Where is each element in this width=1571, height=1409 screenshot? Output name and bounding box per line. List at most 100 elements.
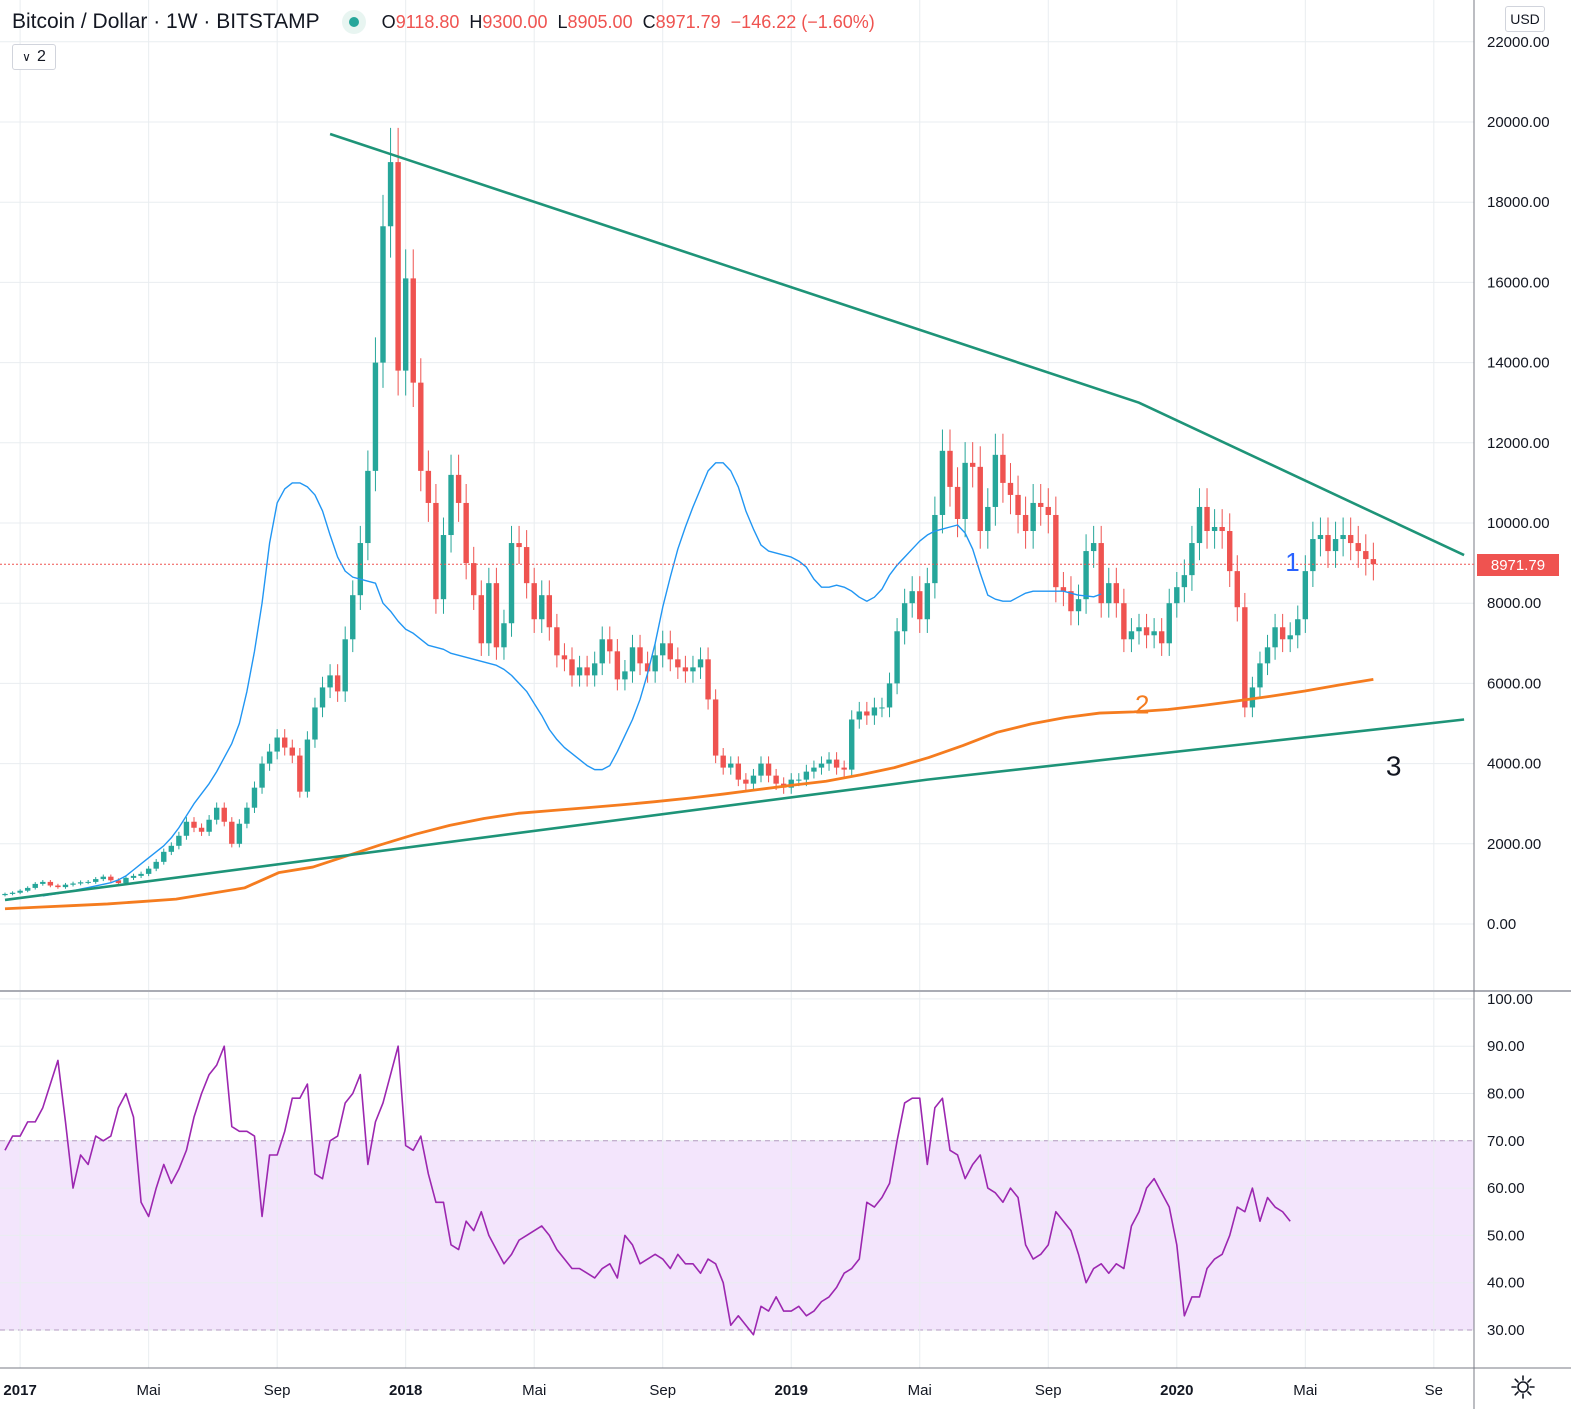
candle: [1302, 571, 1309, 620]
high-value: 9300.00: [482, 11, 548, 32]
candle: [395, 162, 401, 371]
candle: [954, 486, 961, 519]
candle: [501, 623, 507, 648]
time-tick-label: Sep: [1035, 1382, 1062, 1399]
indicator-count: 2: [36, 48, 46, 65]
candle: [947, 450, 953, 487]
candle: [1234, 571, 1240, 608]
candle: [1106, 583, 1112, 604]
rsi-tick-label: 70.00: [1487, 1133, 1525, 1150]
candle: [387, 162, 394, 227]
candle: [1211, 527, 1218, 532]
candle: [2, 893, 8, 896]
candle: [826, 759, 832, 764]
candle: [357, 543, 364, 596]
candle: [198, 827, 205, 832]
candle: [1174, 587, 1180, 604]
candle: [1166, 603, 1172, 644]
rsi-tick-label: 90.00: [1487, 1038, 1525, 1055]
candle: [463, 502, 469, 564]
candle: [508, 543, 515, 624]
candle: [728, 763, 734, 768]
candle: [932, 514, 938, 584]
candle: [743, 779, 749, 784]
candle: [773, 775, 779, 784]
candle: [259, 763, 265, 788]
gear-icon[interactable]: [1510, 1374, 1536, 1400]
candle: [433, 502, 439, 600]
rsi-line: [4, 1045, 1291, 1336]
low-label: L: [557, 11, 568, 32]
candle: [1279, 627, 1286, 640]
candle: [213, 807, 220, 820]
candle: [1143, 627, 1150, 636]
price-tick-label: 4000.00: [1487, 756, 1541, 773]
candle: [849, 719, 855, 770]
candle: [856, 711, 862, 720]
candle: [40, 881, 46, 884]
ohlc-values: O9118.80 H9300.00 L8905.00 C8971.79: [382, 12, 731, 33]
candle: [977, 466, 983, 532]
candle: [705, 659, 711, 700]
currency-button[interactable]: USD: [1505, 6, 1545, 32]
close-label: C: [642, 11, 656, 32]
indicators-toggle-button[interactable]: ∨ 2: [12, 44, 56, 70]
time-tick-label: 2019: [775, 1382, 808, 1399]
candle: [380, 226, 386, 363]
candle: [622, 671, 628, 680]
candle: [660, 643, 666, 656]
sma20-line: [42, 462, 1102, 897]
candle: [304, 739, 311, 792]
open-value: 9118.80: [395, 11, 460, 32]
low-value: 8905.00: [567, 11, 633, 32]
candle: [1121, 603, 1127, 640]
candle: [289, 747, 295, 756]
symbol-title[interactable]: Bitcoin / Dollar · 1W · BITSTAMP: [12, 10, 320, 33]
time-tick-label: Mai: [137, 1382, 161, 1399]
candle: [191, 821, 197, 828]
candle: [478, 595, 484, 644]
candle: [758, 763, 764, 776]
candle: [297, 755, 303, 792]
price-tick-label: 2000.00: [1487, 836, 1541, 853]
candle: [62, 884, 69, 888]
rsi-tick-label: 50.00: [1487, 1227, 1525, 1244]
candle: [32, 883, 38, 888]
candle: [539, 595, 545, 620]
candle: [123, 877, 129, 884]
candle: [591, 663, 598, 676]
candle: [1317, 535, 1324, 540]
candle: [1332, 539, 1339, 552]
annotation-3: 3: [1386, 751, 1402, 782]
candle: [879, 707, 885, 709]
candle: [992, 454, 999, 507]
candle: [168, 845, 175, 852]
candle: [425, 470, 432, 503]
candle: [418, 382, 424, 471]
candle: [985, 506, 991, 532]
time-tick-label: Mai: [1293, 1382, 1317, 1399]
candle: [1363, 551, 1369, 560]
candle: [1030, 502, 1036, 532]
candle: [652, 655, 658, 672]
high-label: H: [469, 11, 483, 32]
candle: [70, 883, 76, 885]
chevron-down-icon: ∨: [22, 50, 31, 64]
candle: [221, 807, 227, 822]
candle: [327, 675, 333, 688]
candle: [153, 861, 159, 869]
candle: [1347, 535, 1354, 544]
candle: [901, 603, 908, 632]
price-tick-label: 12000.00: [1487, 435, 1550, 452]
candle: [1083, 551, 1089, 600]
rsi-tick-label: 30.00: [1487, 1322, 1525, 1339]
annotation-1: 1: [1285, 547, 1299, 577]
candle: [894, 631, 900, 684]
symbol-header: Bitcoin / Dollar · 1W · BITSTAMP O9118.8…: [12, 8, 875, 36]
candle: [176, 835, 182, 846]
candle: [244, 807, 250, 824]
candle: [410, 278, 416, 383]
candle: [924, 583, 931, 620]
candle: [864, 711, 870, 716]
